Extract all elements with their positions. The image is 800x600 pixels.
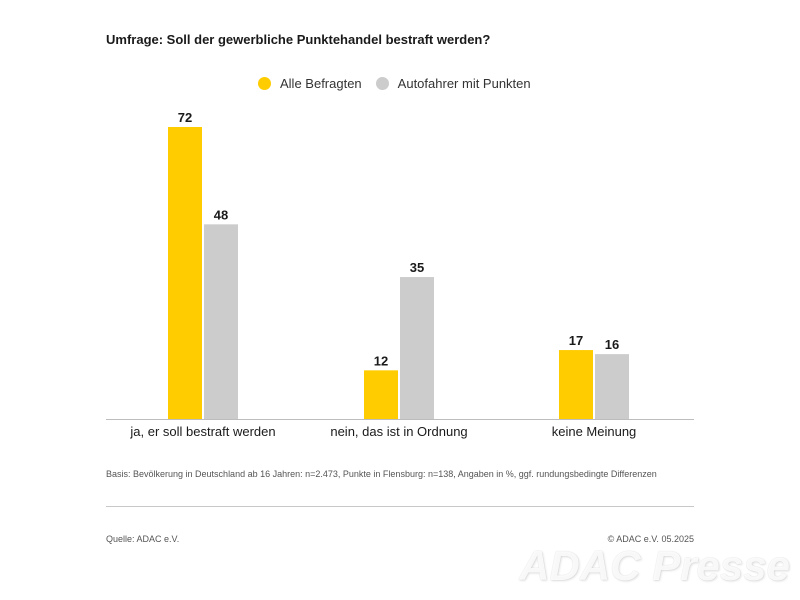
data-label: 35 [410, 260, 424, 275]
data-label: 16 [605, 337, 619, 352]
legend-item-autofahrer: Autofahrer mit Punkten [375, 76, 531, 91]
data-label: 72 [178, 110, 192, 125]
x-tick-label: keine Meinung [552, 424, 637, 439]
bar [168, 127, 202, 419]
source-label: Quelle: ADAC e.V. [106, 534, 180, 544]
bar [364, 370, 398, 419]
data-label: 48 [214, 207, 228, 222]
bar [559, 350, 593, 419]
bar-chart: 72 48 ja, er soll bestraft werden 12 35 nein,… [106, 110, 694, 439]
chart-title: Umfrage: Soll der gewerbliche Punktehand… [106, 32, 491, 47]
copyright-text: © ADAC e.V. [607, 534, 659, 544]
legend-label: Autofahrer mit Punkten [397, 76, 531, 91]
data-label: 17 [569, 333, 583, 348]
data-label: 12 [374, 353, 388, 368]
copyright-label: © ADAC e.V. 05.2025 [608, 534, 694, 544]
bar [400, 277, 434, 419]
legend-item-alle-befragten: Alle Befragten [258, 76, 362, 91]
bar [204, 224, 238, 419]
publication-date: 05.2025 [661, 534, 694, 544]
x-tick-label: ja, er soll bestraft werden [129, 424, 275, 439]
legend-label: Alle Befragten [280, 76, 362, 91]
chart-legend: Alle Befragten Autofahrer mit Punkten [258, 76, 545, 91]
legend-swatch-gray [375, 77, 389, 90]
legend-swatch-yellow [258, 77, 271, 90]
watermark: ADAC Presse [519, 542, 790, 589]
x-tick-label: nein, das ist in Ordnung [330, 424, 467, 439]
footnote: Basis: Bevölkerung in Deutschland ab 16 … [106, 469, 657, 479]
footer-divider [106, 506, 694, 507]
bar [595, 354, 629, 419]
